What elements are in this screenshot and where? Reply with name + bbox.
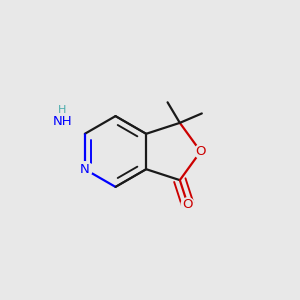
- Circle shape: [181, 198, 194, 211]
- Circle shape: [194, 145, 207, 158]
- Circle shape: [77, 162, 92, 177]
- Bar: [49, 115, 76, 127]
- Text: NH: NH: [53, 115, 73, 128]
- Text: O: O: [195, 145, 206, 158]
- Text: H: H: [58, 105, 66, 115]
- Text: O: O: [182, 198, 193, 211]
- Text: N: N: [80, 163, 90, 176]
